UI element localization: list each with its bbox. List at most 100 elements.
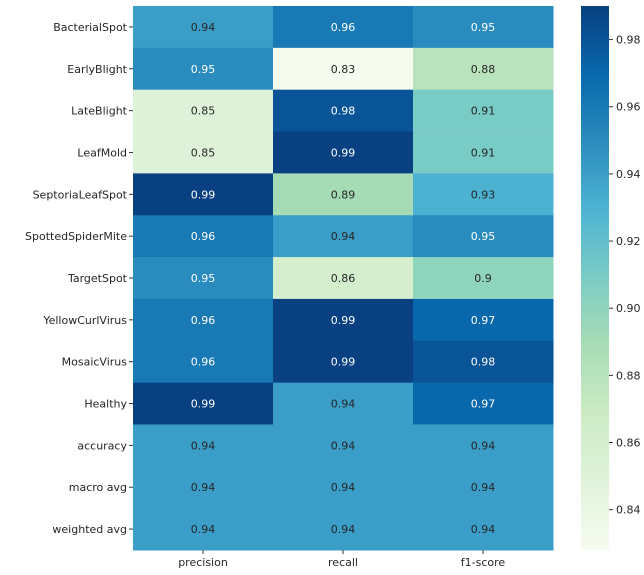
cell-value-label: 0.86 <box>331 272 356 285</box>
row-label: LateBlight <box>71 105 128 118</box>
column-label: precision <box>178 556 228 569</box>
heatmap-cell <box>413 382 554 425</box>
cell-value-label: 0.95 <box>471 21 496 34</box>
heatmap-cell <box>413 257 554 300</box>
row-label: accuracy <box>77 439 127 452</box>
cell-value-label: 0.94 <box>331 523 356 536</box>
heatmap-cell <box>133 424 274 467</box>
heatmap-cell <box>413 6 554 49</box>
cell-value-label: 0.94 <box>191 481 216 494</box>
cell-value-label: 0.94 <box>191 439 216 452</box>
heatmap-cell <box>413 424 554 467</box>
heatmap-cell <box>273 6 414 49</box>
row-labels: BacterialSpot EarlyBlight LateBlight LeafMo… <box>25 21 133 536</box>
heatmap-cell <box>133 6 274 49</box>
heatmap-cell <box>133 131 274 174</box>
cell-value-label: 0.89 <box>331 188 356 201</box>
cell-value-label: 0.99 <box>331 146 356 159</box>
column-labels: precision recall f1-score <box>178 550 505 569</box>
heatmap-cell <box>133 215 274 258</box>
heatmap-cell <box>133 382 274 425</box>
colorbar-gradient <box>581 6 609 550</box>
heatmap-cell <box>273 89 414 133</box>
cell-value-label: 0.83 <box>331 63 356 76</box>
heatmap-cell <box>133 466 274 509</box>
cell-value-label: 0.99 <box>331 356 356 369</box>
heatmap-cell <box>133 89 274 133</box>
colorbar-tick-label: 0.84 <box>616 504 641 517</box>
heatmap-cell <box>273 382 414 425</box>
cell-value-label: 0.95 <box>191 272 216 285</box>
cell-value-label: 0.99 <box>331 314 356 327</box>
colorbar-tick-label: 0.92 <box>616 235 641 248</box>
heatmap-cell <box>273 298 414 342</box>
cell-value-label: 0.95 <box>191 63 216 76</box>
column-label: f1-score <box>461 556 506 569</box>
row-label: YellowCurlVirus <box>42 314 127 327</box>
cell-value-label: 0.94 <box>471 481 496 494</box>
heatmap-cell <box>273 466 414 509</box>
cell-value-label: 0.91 <box>471 146 496 159</box>
heatmap-cell <box>273 257 414 300</box>
row-label: LeafMold <box>77 146 127 159</box>
cell-value-label: 0.94 <box>331 230 356 243</box>
heatmap-cell <box>413 215 554 258</box>
cell-value-label: 0.93 <box>471 188 496 201</box>
cell-value-label: 0.94 <box>191 523 216 536</box>
colorbar-tick-label: 0.98 <box>616 34 641 47</box>
cell-value-label: 0.94 <box>471 523 496 536</box>
heatmap-cell <box>133 508 274 551</box>
cell-value-label: 0.96 <box>331 21 356 34</box>
row-label: EarlyBlight <box>67 63 127 76</box>
cell-value-label: 0.96 <box>191 314 216 327</box>
cell-value-label: 0.99 <box>191 398 216 411</box>
heatmap-cell <box>413 47 554 91</box>
row-label: TargetSpot <box>67 272 128 285</box>
heatmap-cell <box>133 173 274 216</box>
cell-value-label: 0.9 <box>474 272 492 285</box>
heatmap-cell <box>273 173 414 216</box>
heatmap-cell <box>413 89 554 133</box>
cell-value-label: 0.94 <box>191 21 216 34</box>
heatmap-cell <box>133 340 274 384</box>
row-label: BacterialSpot <box>53 21 127 34</box>
row-label: weighted avg <box>52 523 127 536</box>
cell-value-label: 0.97 <box>471 314 496 327</box>
colorbar-tick-label: 0.96 <box>616 101 641 114</box>
heatmap-cell <box>133 257 274 300</box>
row-label: SeptoriaLeafSpot <box>33 188 128 201</box>
heatmap-cell <box>273 424 414 467</box>
heatmap-cell <box>413 131 554 174</box>
heatmap-cell <box>133 298 274 342</box>
colorbar-tick-label: 0.90 <box>616 302 641 315</box>
cell-value-label: 0.91 <box>471 105 496 118</box>
heatmap-cell <box>273 508 414 551</box>
colorbar-tick-label: 0.94 <box>616 168 641 181</box>
heatmap-cell <box>413 298 554 342</box>
cell-value-label: 0.96 <box>191 356 216 369</box>
cell-value-label: 0.88 <box>471 63 496 76</box>
row-label: MosaicVirus <box>62 356 128 369</box>
heatmap-cell <box>413 173 554 216</box>
row-label: SpottedSpiderMite <box>25 230 127 243</box>
cell-value-label: 0.94 <box>471 439 496 452</box>
row-label: Healthy <box>84 398 127 411</box>
cell-value-label: 0.98 <box>471 356 496 369</box>
cell-value-label: 0.85 <box>191 105 216 118</box>
heatmap-cell <box>273 215 414 258</box>
cell-value-label: 0.85 <box>191 146 216 159</box>
cell-value-label: 0.94 <box>331 398 356 411</box>
heatmap-cells: 0.94 0.96 0.95 0.95 0.83 0.88 0.85 0.98 0.91 0.85… <box>133 6 554 551</box>
cell-value-label: 0.98 <box>331 105 356 118</box>
cell-value-label: 0.97 <box>471 398 496 411</box>
cell-value-label: 0.94 <box>331 439 356 452</box>
column-label: recall <box>328 556 358 569</box>
cell-value-label: 0.99 <box>191 188 216 201</box>
heatmap-cell <box>273 47 414 91</box>
colorbar: 0.84 0.86 0.88 0.90 0.92 0.94 0.96 0.98 <box>581 6 641 550</box>
heatmap-cell <box>413 466 554 509</box>
colorbar-tick-label: 0.88 <box>616 369 641 382</box>
cell-value-label: 0.94 <box>331 481 356 494</box>
cell-value-label: 0.96 <box>191 230 216 243</box>
row-label: macro avg <box>69 481 127 494</box>
